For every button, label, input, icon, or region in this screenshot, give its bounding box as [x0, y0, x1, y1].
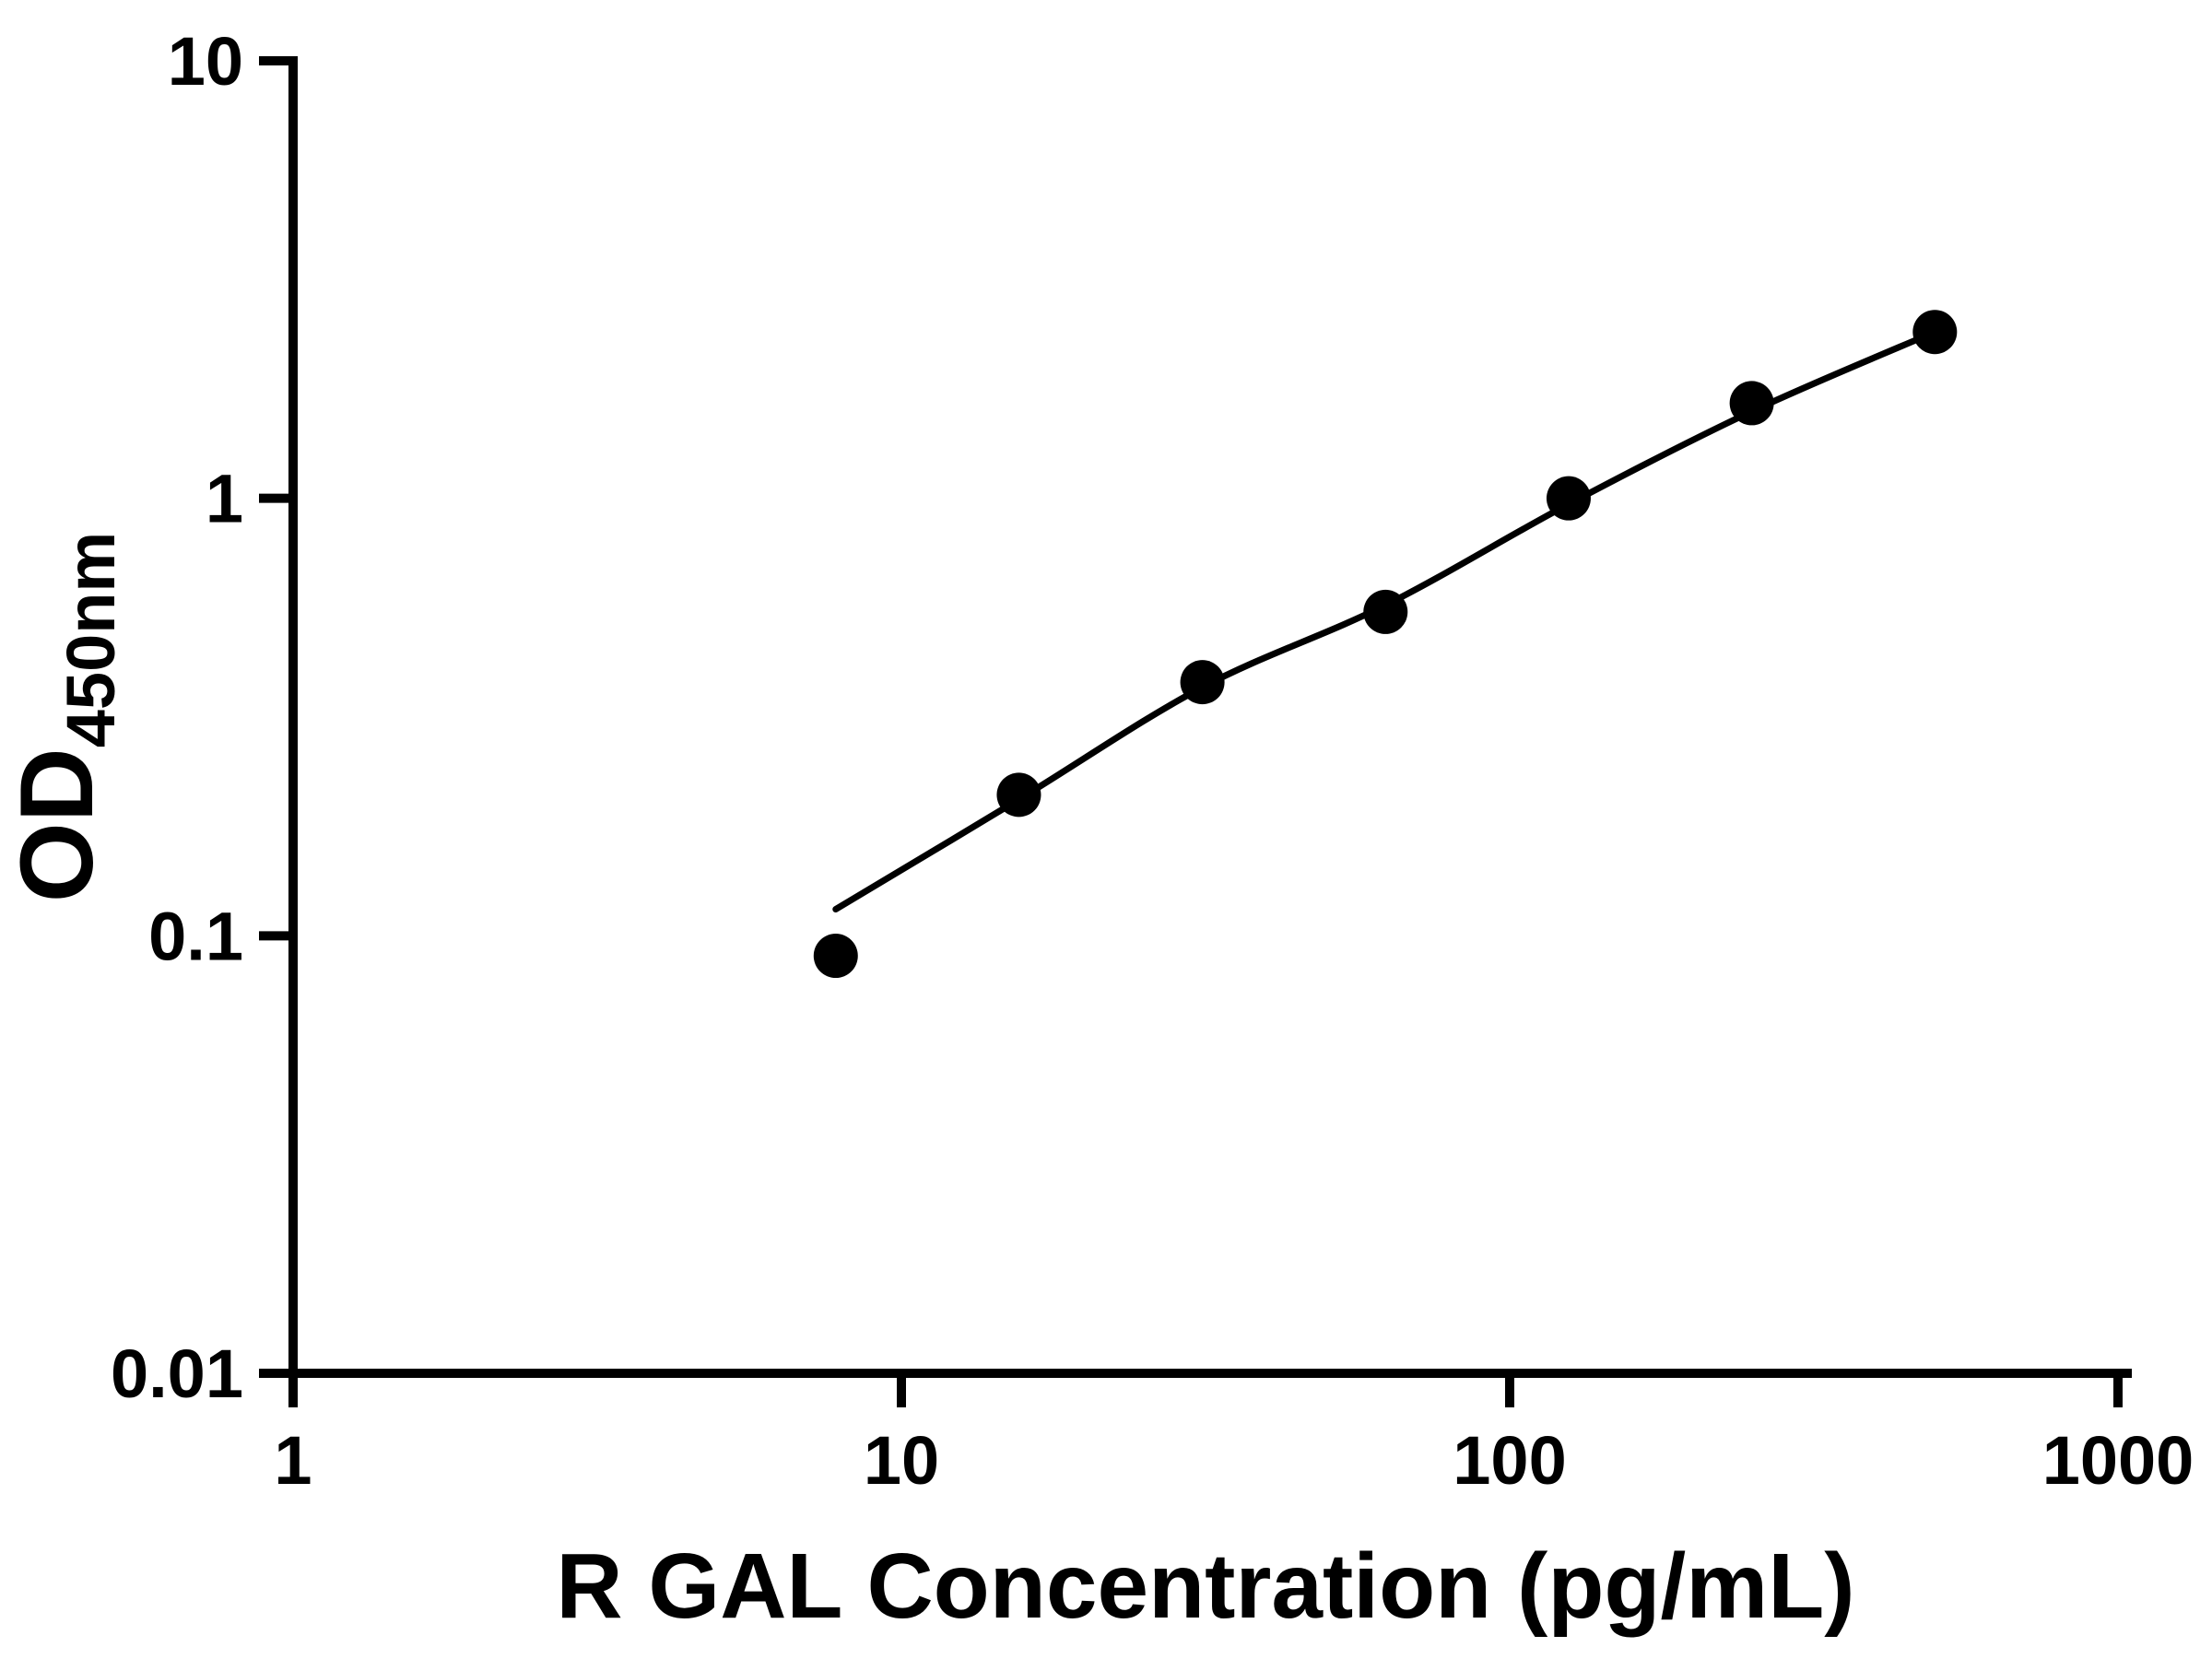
data-layer	[813, 310, 1958, 979]
x-tick-label: 1000	[2042, 1422, 2194, 1499]
data-point	[1912, 310, 1958, 355]
y-axis-title-main: OD	[0, 747, 114, 902]
x-tick-label: 10	[864, 1422, 939, 1499]
y-axis-title: OD450nm	[0, 532, 129, 902]
data-point	[1363, 589, 1408, 634]
y-tick-label: 10	[168, 23, 243, 100]
data-point	[813, 934, 858, 979]
y-tick-label: 0.01	[111, 1335, 243, 1412]
y-tick-label: 0.1	[148, 898, 243, 974]
data-point	[996, 772, 1041, 818]
x-tick-label: 1	[274, 1422, 312, 1499]
data-point	[1180, 660, 1225, 705]
y-tick-label: 1	[206, 461, 243, 537]
axes-layer: 1 10 100 1000 0.01 0.1 1 10	[111, 23, 2194, 1499]
x-tick-label: 100	[1453, 1422, 1566, 1499]
x-axis-title: R GAL Concentration (pg/mL)	[556, 1535, 1854, 1638]
y-axis-title-sub: 450nm	[53, 532, 129, 747]
data-point	[1729, 381, 1774, 426]
data-point	[1546, 476, 1591, 521]
